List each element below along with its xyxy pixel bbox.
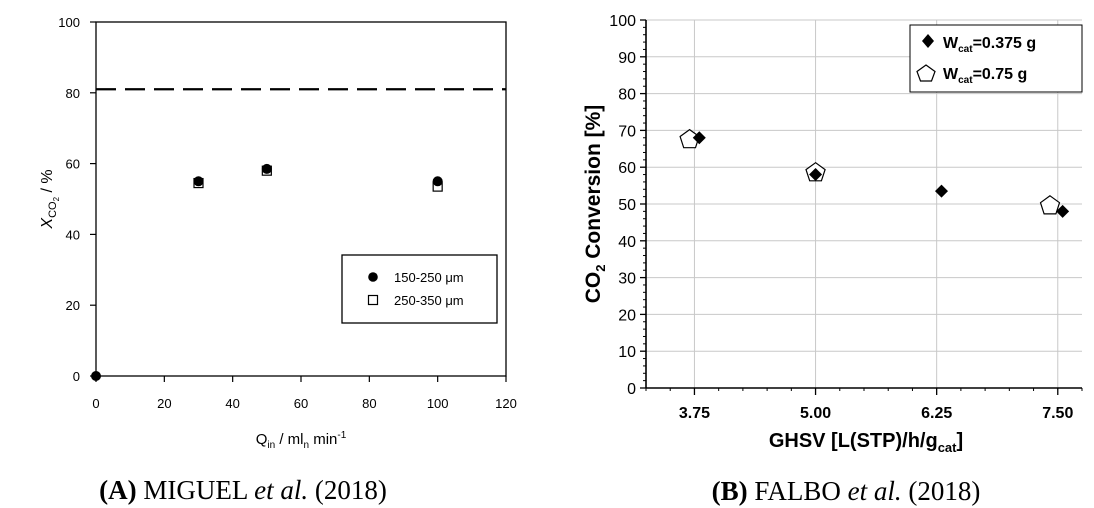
panel-a-point-150-250 <box>432 176 443 187</box>
panel-b-y-tick-label: 90 <box>618 50 636 67</box>
panel-a-data-points <box>91 163 443 381</box>
panel-b-y-tick-label: 0 <box>627 381 636 398</box>
panel-a-y-tick-label: 80 <box>66 86 80 101</box>
panel-a-point-150-250 <box>261 163 272 174</box>
panel-b-legend-marker-2 <box>916 64 936 82</box>
panel-a-x-axis: 0 20 40 60 80 100 120 <box>92 376 517 411</box>
panel-a-legend: 150-250 μm 250-350 μm <box>341 254 498 324</box>
panel-a-y-axis-label: XCO2 / % <box>39 169 61 229</box>
panel-b-legend-box <box>909 24 1083 93</box>
panel-b-y-tick-label: 70 <box>618 123 636 140</box>
panel-b-chart: 3.75 5.00 6.25 7.50 0102030405060708090100 … <box>582 13 1083 506</box>
panel-b-point-wcat-0.375 <box>1056 204 1070 218</box>
panel-b-legend: Wcat=0.375 g Wcat=0.75 g <box>909 24 1083 93</box>
panel-b-x-axis: 3.75 5.00 6.25 7.50 <box>645 388 1083 422</box>
panel-b-x-tick-label: 5.00 <box>800 405 831 422</box>
panel-a-x-tick-label: 100 <box>427 396 449 411</box>
panel-a-y-axis: 0 20 40 60 80 100 <box>58 15 96 384</box>
panel-b-y-axis-label: CO2 Conversion [%] <box>582 105 608 304</box>
panel-b-y-tick-label: 10 <box>618 344 636 361</box>
panel-b-x-tick-label: 6.25 <box>921 405 952 422</box>
panel-b-point-wcat-0.375 <box>935 184 949 198</box>
panel-b-data-points <box>679 128 1070 218</box>
panel-b-y-tick-label: 100 <box>609 13 636 30</box>
panel-b-y-tick-label: 20 <box>618 307 636 324</box>
panel-a-legend-label-1: 150-250 μm <box>394 270 464 285</box>
panel-b-point-wcat-0.375 <box>809 168 823 182</box>
panel-b-legend-label-2: Wcat=0.75 g <box>943 66 1027 86</box>
panel-b-y-axis: 0 10 20 30 40 50 60 70 80 90 100 <box>609 13 646 398</box>
panel-a-y-tick-label: 100 <box>58 15 80 30</box>
panel-a-chart: 0 20 40 60 80 100 120 0 20 40 60 80 100 150-250 μm … <box>39 15 517 505</box>
panel-a-x-tick-label: 40 <box>225 396 239 411</box>
panel-a-x-tick-label: 0 <box>92 396 99 411</box>
panel-b-y-tick-label: 50 <box>618 197 636 214</box>
panel-b-caption: (B) FALBO et al. (2018) <box>712 476 981 506</box>
panel-a-legend-label-2: 250-350 μm <box>394 293 464 308</box>
panel-b-y-tick-label: 40 <box>618 234 636 251</box>
panel-a-y-tick-label: 20 <box>66 298 80 313</box>
panel-b-legend-label-1: Wcat=0.375 g <box>943 35 1036 55</box>
panel-b-x-tick-label: 3.75 <box>679 405 710 422</box>
panel-a-y-tick-label: 60 <box>66 157 80 172</box>
panel-b-point-wcat-0.375 <box>692 131 706 145</box>
panel-a-point-150-250 <box>193 176 204 187</box>
panel-b-y-tick-label: 80 <box>618 87 636 104</box>
panel-b-legend-marker-1 <box>922 34 934 48</box>
panel-a-x-tick-label: 120 <box>495 396 517 411</box>
panel-a-x-tick-label: 20 <box>157 396 171 411</box>
panel-a-legend-marker-2 <box>367 294 379 306</box>
panel-b-x-tick-label: 7.50 <box>1042 405 1073 422</box>
panel-b-point-wcat-0.75 <box>1039 195 1061 215</box>
panel-b-y-tick-label: 30 <box>618 271 636 288</box>
panel-a-caption: (A) MIGUEL et al. (2018) <box>99 475 387 505</box>
panel-a-y-tick-label: 40 <box>66 227 80 242</box>
panel-a-x-tick-label: 60 <box>294 396 308 411</box>
panel-a-legend-marker-1 <box>368 272 378 282</box>
panel-b-x-axis-label: GHSV [L(STP)/h/gcat] <box>769 430 963 455</box>
panel-a-y-tick-label: 0 <box>73 369 80 384</box>
panel-a-x-axis-label: Qin / mln min-1 <box>256 430 347 451</box>
panel-a-x-tick-label: 80 <box>362 396 376 411</box>
panel-a-legend-box <box>341 254 498 324</box>
panel-b-y-tick-label: 60 <box>618 160 636 177</box>
panel-a-point-150-250 <box>91 371 101 381</box>
